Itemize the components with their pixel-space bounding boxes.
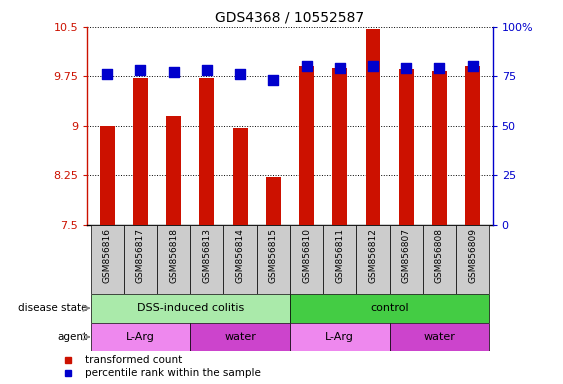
Point bbox=[136, 67, 145, 73]
Text: L-Arg: L-Arg bbox=[325, 332, 354, 342]
Text: percentile rank within the sample: percentile rank within the sample bbox=[85, 368, 261, 379]
Text: water: water bbox=[423, 332, 455, 342]
Point bbox=[468, 63, 477, 70]
Text: DSS-induced colitis: DSS-induced colitis bbox=[137, 303, 244, 313]
Text: GSM856815: GSM856815 bbox=[269, 228, 278, 283]
Text: L-Arg: L-Arg bbox=[126, 332, 155, 342]
Text: GSM856816: GSM856816 bbox=[102, 228, 111, 283]
Text: GSM856811: GSM856811 bbox=[336, 228, 345, 283]
Text: control: control bbox=[370, 303, 409, 313]
Bar bbox=[166, 116, 181, 225]
Text: GSM856812: GSM856812 bbox=[369, 228, 378, 283]
Bar bbox=[91, 323, 190, 351]
Bar bbox=[456, 225, 489, 294]
Bar bbox=[356, 225, 390, 294]
Text: transformed count: transformed count bbox=[85, 355, 182, 365]
Point bbox=[369, 63, 378, 69]
Text: GSM856814: GSM856814 bbox=[235, 228, 244, 283]
Bar bbox=[365, 29, 381, 225]
Text: GSM856808: GSM856808 bbox=[435, 228, 444, 283]
Bar bbox=[100, 126, 115, 225]
Bar bbox=[190, 323, 290, 351]
Text: GSM856809: GSM856809 bbox=[468, 228, 477, 283]
Bar bbox=[124, 225, 157, 294]
Text: GSM856817: GSM856817 bbox=[136, 228, 145, 283]
Point bbox=[235, 71, 244, 77]
Point bbox=[302, 63, 311, 69]
Text: GSM856818: GSM856818 bbox=[169, 228, 178, 283]
Bar bbox=[233, 128, 248, 225]
Bar bbox=[290, 225, 323, 294]
Text: GSM856807: GSM856807 bbox=[402, 228, 411, 283]
Bar bbox=[332, 68, 347, 225]
Bar bbox=[224, 225, 257, 294]
Text: agent: agent bbox=[58, 332, 88, 342]
Text: disease state: disease state bbox=[19, 303, 88, 313]
Bar bbox=[290, 294, 489, 323]
Bar bbox=[266, 177, 281, 225]
Bar bbox=[91, 294, 290, 323]
Point bbox=[336, 65, 345, 71]
Bar bbox=[157, 225, 190, 294]
Bar bbox=[299, 66, 314, 225]
Point bbox=[269, 76, 278, 83]
Text: GSM856810: GSM856810 bbox=[302, 228, 311, 283]
Bar bbox=[390, 225, 423, 294]
Bar bbox=[390, 323, 489, 351]
Text: GSM856813: GSM856813 bbox=[202, 228, 211, 283]
Bar bbox=[432, 71, 447, 225]
Bar bbox=[257, 225, 290, 294]
Text: water: water bbox=[224, 332, 256, 342]
Point bbox=[402, 65, 411, 71]
Bar bbox=[190, 225, 224, 294]
Bar bbox=[423, 225, 456, 294]
Bar bbox=[290, 323, 390, 351]
Title: GDS4368 / 10552587: GDS4368 / 10552587 bbox=[216, 10, 364, 24]
Bar bbox=[399, 69, 414, 225]
Bar bbox=[323, 225, 356, 294]
Point bbox=[435, 65, 444, 71]
Point bbox=[102, 71, 111, 77]
Point bbox=[202, 67, 211, 73]
Bar bbox=[91, 225, 124, 294]
Bar bbox=[465, 66, 480, 225]
Bar bbox=[133, 78, 148, 225]
Bar bbox=[199, 78, 215, 225]
Point bbox=[169, 69, 178, 75]
